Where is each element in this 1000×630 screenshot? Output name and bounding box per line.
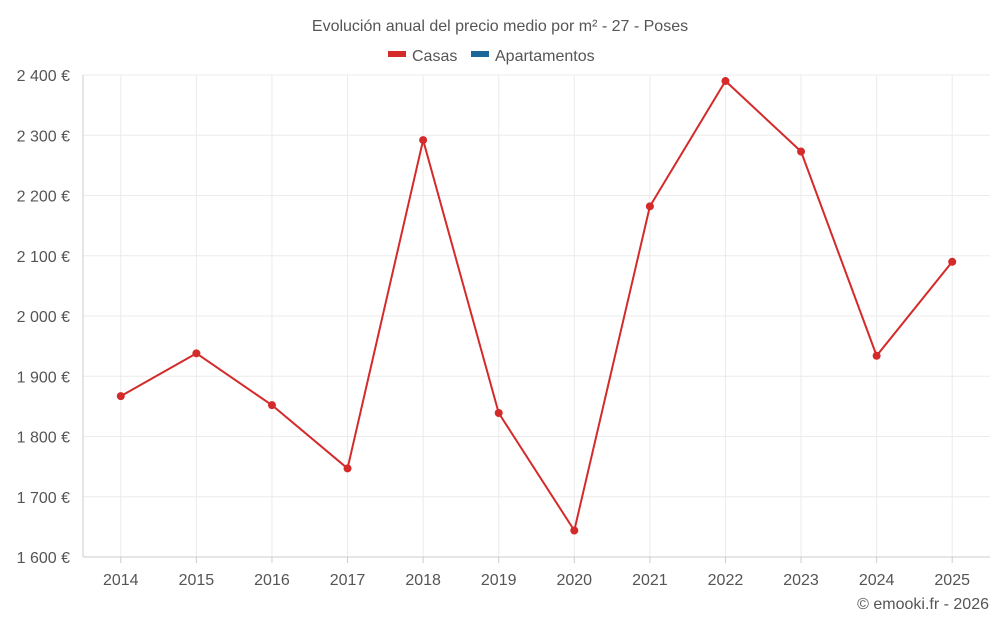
- x-tick-label: 2025: [934, 572, 970, 589]
- y-tick-label: 1 900 €: [17, 369, 70, 386]
- x-tick-label: 2015: [179, 572, 215, 589]
- data-point[interactable]: [267, 401, 276, 410]
- y-tick-label: 2 100 €: [17, 249, 70, 266]
- x-tick-label: 2022: [708, 572, 744, 589]
- data-point[interactable]: [192, 349, 201, 358]
- data-point[interactable]: [948, 257, 957, 266]
- y-tick-label: 2 300 €: [17, 128, 70, 145]
- watermark: © emooki.fr - 2026: [857, 596, 989, 613]
- data-point[interactable]: [872, 351, 881, 360]
- data-point[interactable]: [645, 202, 654, 211]
- x-tick-label: 2021: [632, 572, 668, 589]
- y-tick-label: 1 600 €: [17, 550, 70, 567]
- data-point[interactable]: [797, 147, 806, 156]
- data-point[interactable]: [343, 464, 352, 473]
- chart-title: Evolución anual del precio medio por m² …: [312, 18, 688, 35]
- data-point[interactable]: [116, 392, 125, 401]
- data-point[interactable]: [494, 409, 503, 418]
- legend-label-apartamentos: Apartamentos: [495, 48, 595, 65]
- series-casas: [116, 77, 957, 535]
- legend-item-casas[interactable]: Casas: [388, 48, 457, 65]
- legend-swatch-casas: [388, 51, 406, 57]
- y-tick-label: 1 700 €: [17, 490, 70, 507]
- x-tick-label: 2023: [783, 572, 819, 589]
- x-tick-label: 2020: [556, 572, 592, 589]
- grid: [83, 74, 990, 557]
- x-tick-label: 2017: [330, 572, 366, 589]
- data-point[interactable]: [570, 526, 579, 535]
- x-axis-ticks: 2014 2015 2016 2017 2018 2019 2020 2021 2022 2023…: [103, 557, 970, 589]
- legend-label-casas: Casas: [412, 48, 457, 65]
- x-tick-label: 2018: [405, 572, 441, 589]
- series-line-casas: [120, 80, 953, 532]
- legend-item-apartamentos[interactable]: Apartamentos: [471, 48, 595, 65]
- legend-swatch-apartamentos: [471, 51, 489, 57]
- x-tick-label: 2016: [254, 572, 290, 589]
- x-tick-label: 2014: [103, 572, 139, 589]
- axes: [82, 75, 990, 558]
- y-axis-ticks: 1 600 € 1 700 € 1 800 € 1 900 € 2 000 € 2 100…: [17, 68, 70, 567]
- legend: Casas Apartamentos: [388, 48, 595, 65]
- y-tick-label: 2 200 €: [17, 189, 70, 206]
- x-tick-label: 2019: [481, 572, 517, 589]
- data-point[interactable]: [419, 136, 428, 145]
- y-tick-label: 1 800 €: [17, 430, 70, 447]
- x-tick-label: 2024: [859, 572, 895, 589]
- y-tick-label: 2 400 €: [17, 68, 70, 85]
- y-tick-label: 2 000 €: [17, 309, 70, 326]
- data-point[interactable]: [721, 77, 730, 86]
